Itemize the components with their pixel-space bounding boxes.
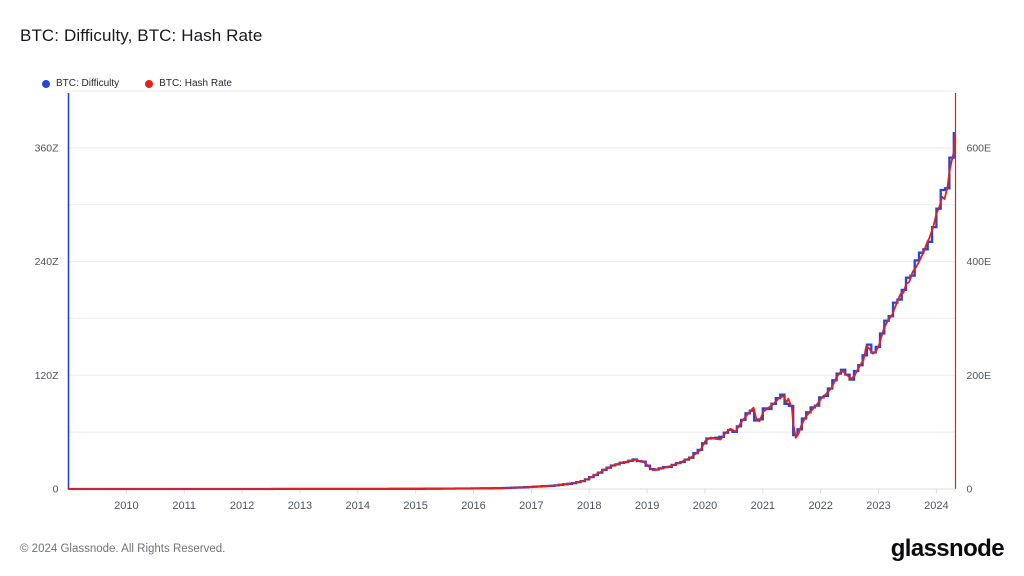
y-axis-tick-label-left: 0: [53, 484, 59, 496]
x-axis-tick-label: 2016: [461, 500, 485, 512]
series-layer: [67, 131, 956, 491]
chart-legend: BTC: Difficulty BTC: Hash Rate: [42, 78, 232, 89]
glassnode-logo: glassnode: [890, 535, 1005, 562]
x-axis-tick-label: 2024: [924, 500, 948, 512]
y-axis-tick-label-left: 360Z: [35, 142, 60, 154]
x-axis-tick-label: 2022: [808, 500, 832, 512]
y-axis-tick-label-right: 200E: [967, 370, 992, 382]
x-axis-tick-label: 2018: [577, 500, 601, 512]
x-axis-tick-label: 2015: [403, 500, 427, 512]
y-axis-tick-label-right: 600E: [967, 142, 992, 154]
difficulty-series-dot-icon: [42, 79, 50, 88]
x-axis-tick-label: 2023: [866, 500, 890, 512]
x-axis-tick-label: 2012: [230, 500, 254, 512]
x-axis-tick-label: 2020: [693, 500, 717, 512]
x-axis-tick-label: 2010: [114, 500, 138, 512]
legend-item-label: BTC: Hash Rate: [159, 78, 232, 89]
x-axis-tick-label: 2017: [519, 500, 543, 512]
x-axis-tick-label: 2019: [635, 500, 659, 512]
page-title: BTC: Difficulty, BTC: Hash Rate: [20, 26, 263, 45]
x-axis-tick-label: 2021: [751, 500, 775, 512]
y-axis-tick-label-left: 120Z: [35, 370, 60, 382]
hash-rate-line: [67, 134, 956, 490]
hash-rate-series-dot-icon: [145, 79, 154, 88]
footer-copyright: © 2024 Glassnode. All Rights Reserved.: [20, 543, 226, 555]
x-axis-tick-label: 2011: [172, 500, 196, 512]
y-axis-tick-label-right: 0: [967, 484, 973, 496]
legend-item-label: BTC: Difficulty: [56, 78, 120, 89]
plot-area[interactable]: [68, 91, 956, 489]
y-axis-tick-label-right: 400E: [967, 256, 992, 268]
legend-item-hash-rate[interactable]: BTC: Hash Rate: [145, 78, 232, 89]
x-axis-tick-label: 2014: [346, 500, 370, 512]
legend-item-difficulty[interactable]: BTC: Difficulty: [42, 78, 119, 89]
grid-layer: [68, 90, 956, 433]
label-layer: 2010 2011 2012 2013 2014 2015 2016 2017 2018 2019…: [35, 142, 991, 512]
y-axis-tick-label-left: 240Z: [35, 256, 60, 268]
x-axis-tick-label: 2013: [288, 500, 312, 512]
